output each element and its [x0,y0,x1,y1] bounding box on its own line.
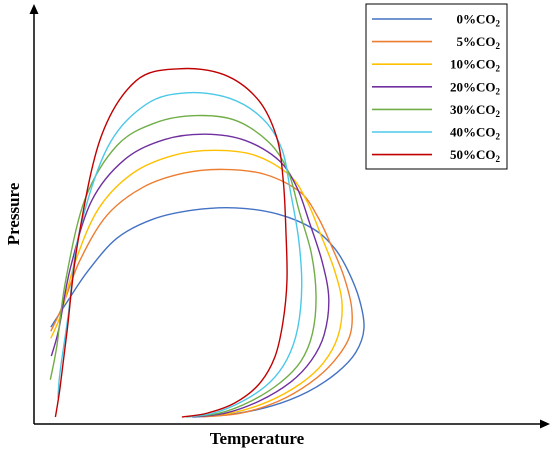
x-axis-arrow-icon [540,419,550,429]
legend-label-subscript: 2 [496,132,501,142]
series-line-1 [50,168,354,418]
series-line-4 [49,114,317,418]
legend-item: 40%CO2 [372,125,501,142]
legend-label-subscript: 2 [496,154,501,164]
x-axis-title: Temperature [210,429,305,448]
legend-item: 5%CO2 [372,34,501,51]
legend-label: 5%CO2 [457,34,501,51]
legend-item: 0%CO2 [372,12,501,29]
series-line-2 [50,149,343,417]
legend-label: 50%CO2 [450,147,501,164]
legend-label-main: 40%CO [450,125,496,140]
series-line-3 [50,133,330,418]
series-line-0 [50,206,365,418]
legend-label: 0%CO2 [457,12,501,29]
y-axis-title: Pressure [4,182,23,245]
legend-label-main: 10%CO [450,57,496,72]
legend-label-main: 0%CO [457,12,496,27]
legend-label-main: 20%CO [450,79,496,94]
y-axis-arrow-icon [29,4,39,14]
legend-label-subscript: 2 [496,109,501,119]
legend-label-main: 30%CO [450,102,496,117]
legend-label-subscript: 2 [496,64,501,74]
legend-item: 50%CO2 [372,147,501,164]
plot-lines [49,67,365,418]
legend-label: 40%CO2 [450,125,501,142]
legend-label: 10%CO2 [450,57,501,74]
legend-label-main: 50%CO [450,147,496,162]
legend-item: 20%CO2 [372,79,501,96]
legend-label-main: 5%CO [457,34,496,49]
legend-label: 30%CO2 [450,102,501,119]
series-line-5 [57,91,303,418]
legend-label-subscript: 2 [496,41,501,51]
legend-item: 30%CO2 [372,102,501,119]
series-line-6 [54,67,288,418]
legend-label: 20%CO2 [450,79,501,96]
legend-item: 10%CO2 [372,57,501,74]
legend-label-subscript: 2 [496,86,501,96]
legend-label-subscript: 2 [496,19,501,29]
